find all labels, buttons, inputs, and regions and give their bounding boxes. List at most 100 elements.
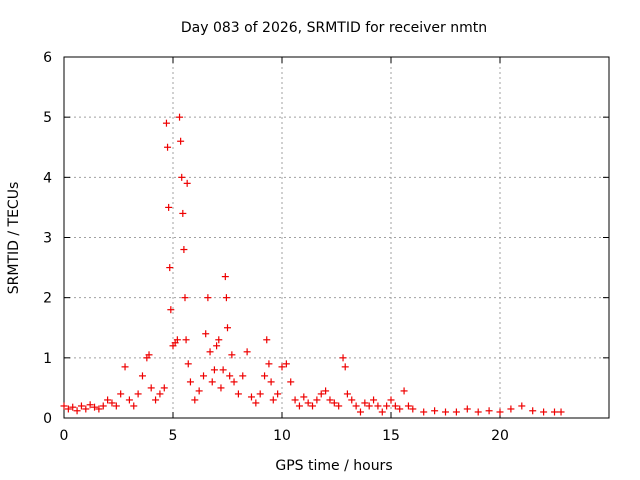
data-point (191, 396, 199, 404)
data-point (112, 402, 120, 410)
data-point (147, 384, 155, 392)
data-point (73, 407, 81, 415)
y-tick-label-4: 4 (43, 170, 52, 186)
data-point (77, 402, 85, 410)
y-tick-label-0: 0 (43, 411, 52, 427)
y-tick-label-2: 2 (43, 291, 52, 307)
data-point (352, 402, 360, 410)
data-point (210, 366, 218, 374)
data-point (309, 402, 317, 410)
x-tick-label-0: 0 (60, 428, 69, 444)
data-point (173, 336, 181, 344)
data-point (496, 408, 504, 416)
data-point (391, 402, 399, 410)
x-tick-label-3: 15 (382, 428, 400, 444)
data-point (370, 396, 378, 404)
data-point (60, 402, 68, 410)
data-point (278, 363, 286, 371)
data-point (317, 390, 325, 398)
data-point (125, 396, 133, 404)
data-point (206, 348, 214, 356)
data-point (269, 396, 277, 404)
data-point (219, 366, 227, 374)
data-point (145, 351, 153, 359)
data-point (518, 402, 526, 410)
data-point (400, 387, 408, 395)
data-point (162, 119, 170, 127)
data-point (282, 360, 290, 368)
data-point (383, 402, 391, 410)
data-point (326, 396, 334, 404)
data-point (186, 378, 194, 386)
data-point (99, 402, 107, 410)
data-point (178, 173, 186, 181)
data-point (228, 351, 236, 359)
data-point (557, 408, 565, 416)
data-point (287, 378, 295, 386)
data-point (215, 336, 223, 344)
data-point (184, 360, 192, 368)
data-point (404, 402, 412, 410)
data-point (263, 336, 271, 344)
y-tick-label-5: 5 (43, 110, 52, 126)
data-point (474, 408, 482, 416)
data-point (239, 372, 247, 380)
grid-lines (64, 57, 609, 418)
x-axis-label: GPS time / hours (275, 458, 392, 474)
data-point (330, 399, 338, 407)
data-point (409, 405, 417, 413)
data-point (452, 408, 460, 416)
data-point (130, 402, 138, 410)
data-point (361, 399, 369, 407)
x-tick-label-1: 5 (169, 428, 178, 444)
x-tick-label-4: 20 (491, 428, 509, 444)
data-point (221, 273, 229, 281)
y-axis-label: SRMTID / TECUs (6, 182, 22, 295)
data-point (365, 402, 373, 410)
data-point (69, 403, 77, 411)
data-point (121, 363, 129, 371)
data-point (322, 387, 330, 395)
data-point (304, 399, 312, 407)
data-point (222, 294, 230, 302)
data-point (335, 402, 343, 410)
data-point (234, 390, 242, 398)
data-point (208, 378, 216, 386)
data-point (202, 330, 210, 338)
data-points (60, 113, 565, 416)
data-point (160, 384, 168, 392)
data-point (431, 407, 439, 415)
data-point (274, 390, 282, 398)
data-point (485, 407, 493, 415)
data-point (182, 336, 190, 344)
data-point (156, 390, 164, 398)
data-point (230, 378, 238, 386)
data-point (95, 405, 103, 413)
data-point (86, 401, 94, 409)
data-point (134, 390, 142, 398)
data-point (195, 387, 203, 395)
data-point (551, 408, 558, 416)
data-point (313, 396, 321, 404)
data-point (117, 390, 125, 398)
data-point (300, 393, 308, 401)
data-point (247, 393, 255, 401)
data-point (213, 342, 221, 350)
data-point (396, 405, 404, 413)
data-point (442, 408, 449, 416)
data-point (164, 143, 172, 151)
data-point (183, 179, 191, 187)
chart-title: Day 083 of 2026, SRMTID for receiver nmt… (181, 20, 487, 36)
data-point (256, 390, 264, 398)
data-point (295, 402, 303, 410)
data-point (252, 399, 260, 407)
data-point (176, 113, 184, 121)
data-point (64, 405, 72, 413)
data-point (343, 390, 351, 398)
y-tick-label-6: 6 (43, 50, 52, 66)
data-point (265, 360, 273, 368)
data-point (177, 137, 185, 145)
data-point (226, 372, 234, 380)
